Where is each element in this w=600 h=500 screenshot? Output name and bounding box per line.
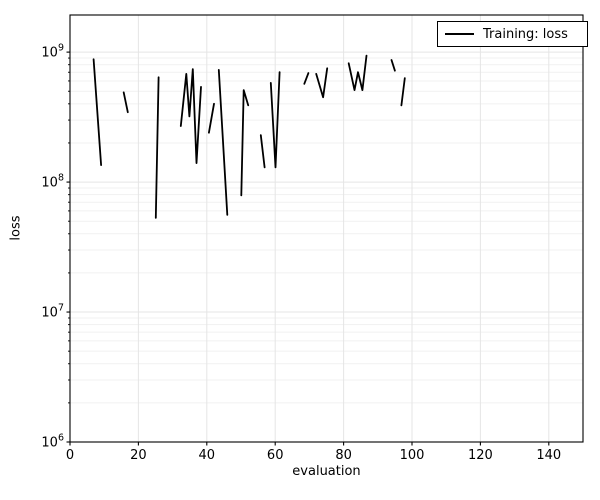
svg-text:106: 106 — [41, 433, 64, 451]
svg-text:20: 20 — [130, 448, 147, 463]
svg-text:108: 108 — [41, 173, 64, 191]
legend: Training: loss — [437, 21, 588, 47]
svg-text:109: 109 — [41, 43, 64, 61]
svg-text:107: 107 — [41, 303, 64, 321]
x-axis-label: evaluation — [292, 464, 361, 479]
legend-label: Training: loss — [483, 26, 568, 42]
svg-text:0: 0 — [66, 448, 74, 463]
svg-text:60: 60 — [267, 448, 284, 463]
svg-text:40: 40 — [199, 448, 216, 463]
legend-line-sample — [445, 33, 474, 35]
svg-text:120: 120 — [468, 448, 493, 463]
svg-text:80: 80 — [335, 448, 352, 463]
svg-text:140: 140 — [536, 448, 561, 463]
y-axis-label: loss — [8, 215, 24, 241]
svg-text:100: 100 — [400, 448, 425, 463]
